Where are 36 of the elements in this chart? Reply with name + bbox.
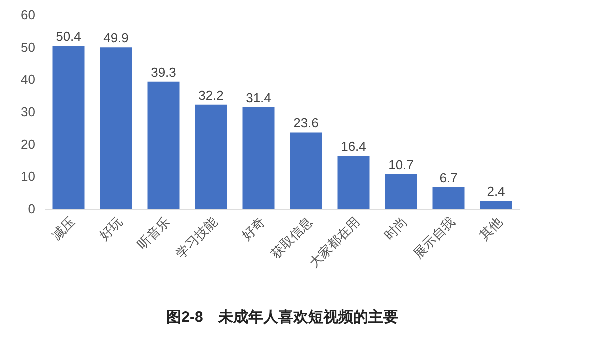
x-tick-label: 听音乐 [134, 214, 173, 252]
data-label: 16.4 [341, 138, 366, 154]
bar [242, 107, 275, 209]
bar [290, 132, 322, 209]
x-tick-label: 好玩 [96, 214, 126, 244]
bar [195, 104, 228, 209]
data-label: 39.3 [151, 64, 176, 80]
data-label: 2.4 [487, 184, 506, 200]
bar [480, 201, 512, 209]
data-label: 23.6 [294, 116, 319, 131]
bar [385, 174, 418, 209]
y-tick-label: 30 [21, 104, 36, 120]
data-label: 31.4 [246, 90, 272, 106]
bar [432, 187, 465, 209]
data-label: 49.9 [104, 30, 129, 46]
y-tick-label: 0 [28, 202, 36, 216]
bar [52, 46, 85, 209]
x-tick-label: 展示自我 [410, 214, 458, 262]
x-tick-label: 时尚 [381, 214, 410, 244]
x-tick-label: 好奇 [238, 214, 268, 244]
y-tick-label: 20 [21, 136, 36, 152]
data-label: 10.7 [388, 157, 414, 172]
y-tick-label: 10 [21, 169, 36, 184]
bar [148, 82, 180, 209]
data-label: 6.7 [440, 170, 458, 186]
y-tick-label: 60 [21, 8, 36, 22]
y-tick-label: 50 [21, 40, 36, 55]
data-label: 50.4 [56, 29, 82, 44]
y-tick-label: 40 [21, 72, 36, 88]
text: 图2-8 未成年人喜欢短视频的主要 [166, 308, 398, 326]
x-tick-label: 其他 [476, 214, 506, 244]
x-tick-label: 学习技能 [173, 214, 220, 262]
x-tick-label: 减压 [48, 214, 78, 244]
bar [100, 48, 132, 209]
data-label: 32.2 [198, 88, 224, 103]
bar [338, 156, 370, 209]
